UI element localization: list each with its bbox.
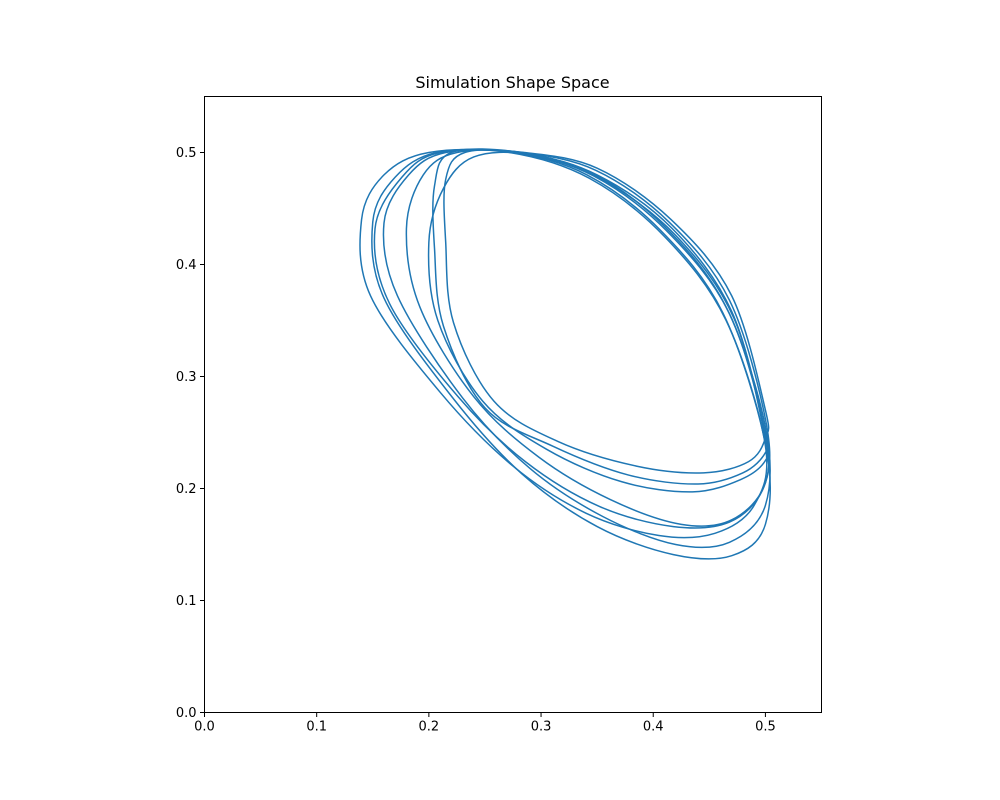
chart-title: Simulation Shape Space <box>415 73 609 92</box>
y-tick-label: 0.3 <box>176 370 197 385</box>
series-line-7 <box>443 149 770 474</box>
x-tick-label: 0.1 <box>306 720 327 735</box>
y-tick-label: 0.5 <box>176 146 197 161</box>
series-line-1 <box>371 148 771 560</box>
axis-layer: 0.0 0.1 0.2 0.3 0.4 0.5 0.0 0.1 0.2 0.3 0.4 0.5 <box>176 146 776 735</box>
series-line-5 <box>432 148 770 485</box>
y-tick-label: 0.1 <box>176 594 197 609</box>
x-tick-label: 0.4 <box>643 720 664 735</box>
y-tick-label: 0.4 <box>176 258 197 273</box>
series-line-2 <box>382 149 771 549</box>
series-line-8 <box>373 148 770 529</box>
plot-frame <box>204 96 822 713</box>
x-tick-label: 0.5 <box>755 720 776 735</box>
x-tick-label: 0.0 <box>194 720 215 735</box>
series-line-6 <box>359 148 768 539</box>
series-layer <box>359 148 771 560</box>
y-tick-label: 0.0 <box>176 706 197 721</box>
series-line-4 <box>427 151 770 493</box>
y-tick-label: 0.2 <box>176 482 197 497</box>
x-tick-label: 0.3 <box>531 720 552 735</box>
x-tick-label: 0.2 <box>419 720 440 735</box>
series-line-3 <box>405 149 771 527</box>
